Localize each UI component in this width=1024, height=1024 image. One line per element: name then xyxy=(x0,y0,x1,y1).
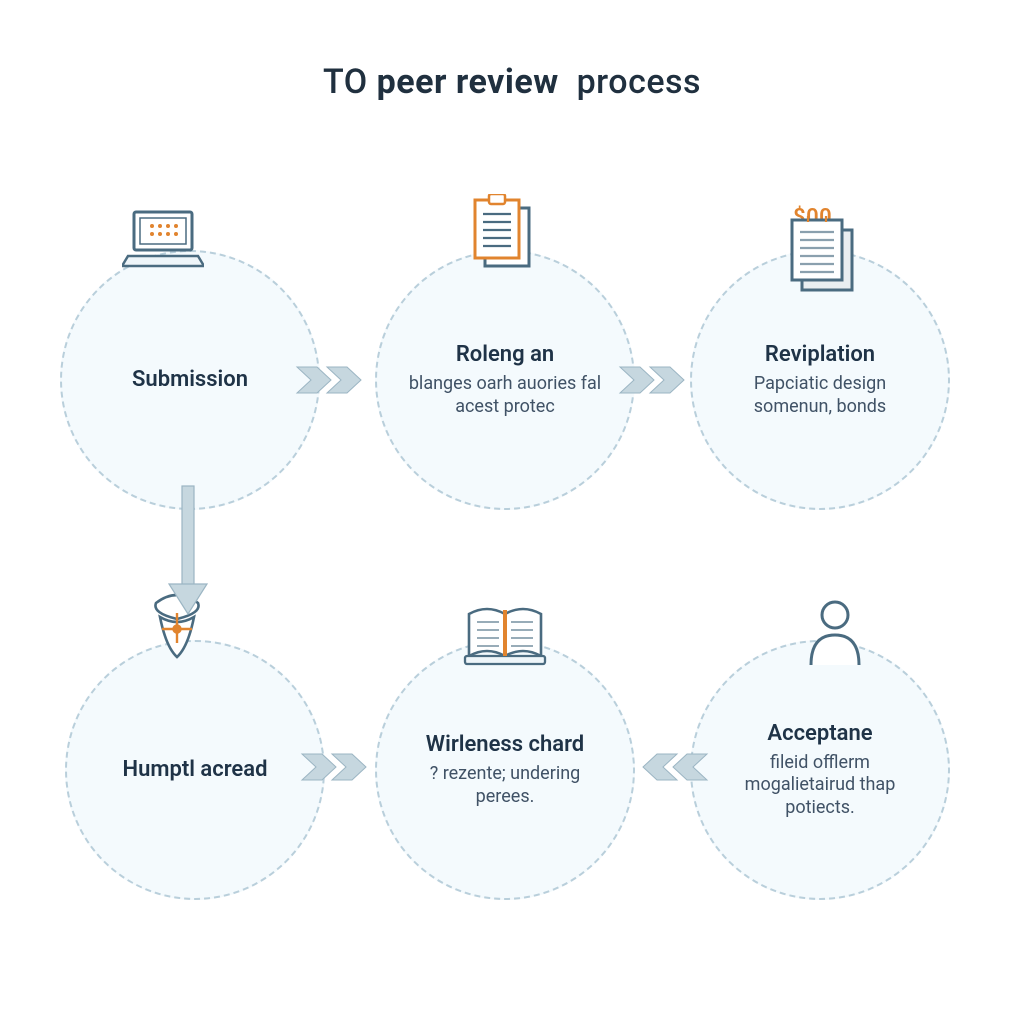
node-roleng: Roleng an blanges oarh auories fal acest… xyxy=(375,250,635,510)
title-suffix: process xyxy=(577,62,701,102)
arrow-n1-n2 xyxy=(297,363,379,397)
node-body: blanges oarh auories fal acest protec xyxy=(405,373,605,418)
node-title: Wirleness chard xyxy=(426,732,584,757)
node-title: Acceptane xyxy=(767,721,872,746)
arrow-n6-n5 xyxy=(625,750,707,784)
node-title: Roleng an xyxy=(456,342,554,367)
node-body: ? rezente; undering perees. xyxy=(405,763,605,808)
node-humptl: Humptl acread xyxy=(65,640,325,900)
page-title: TO peer review process xyxy=(0,62,1024,102)
arrow-n1-n4 xyxy=(171,486,205,622)
node-body: fileid offlerm mogalietairud thap potiec… xyxy=(720,752,920,820)
open-book-icon xyxy=(460,590,550,680)
document-money-icon xyxy=(778,210,868,300)
arrow-n4-n5 xyxy=(302,750,384,784)
arrow-n2-n3 xyxy=(620,363,702,397)
title-pre: TO xyxy=(323,62,368,102)
laptop-icon xyxy=(118,195,208,285)
clipboard-icon xyxy=(458,188,548,278)
user-icon xyxy=(790,590,880,680)
node-title: Reviplation xyxy=(765,342,875,367)
node-title: Submission xyxy=(132,367,248,392)
flowchart-canvas: TO peer review process $00 … Submission … xyxy=(0,0,1024,1024)
node-submission: Submission xyxy=(60,250,320,510)
node-title: Humptl acread xyxy=(123,757,268,782)
title-main: peer review xyxy=(377,62,559,102)
node-body: Papciatic design somenun, bonds xyxy=(720,373,920,418)
